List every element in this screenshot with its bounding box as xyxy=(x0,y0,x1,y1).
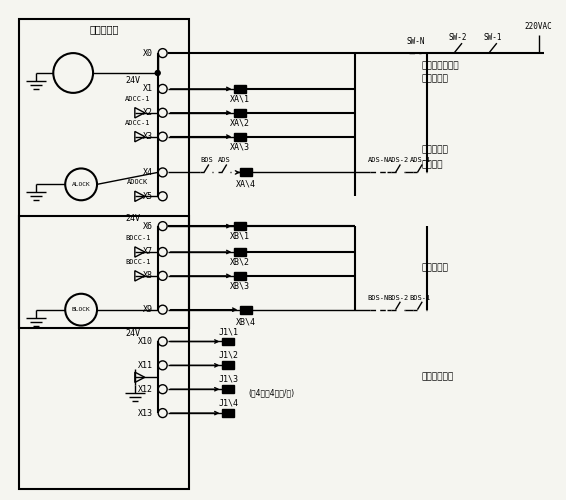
Text: 轿门主门刀: 轿门主门刀 xyxy=(421,145,448,154)
Text: J1\4: J1\4 xyxy=(218,398,238,407)
Text: J1\3: J1\3 xyxy=(218,375,238,384)
Text: X8: X8 xyxy=(143,272,153,280)
Text: X4: X4 xyxy=(143,168,153,177)
Text: SW-N: SW-N xyxy=(406,36,424,46)
Text: X0: X0 xyxy=(143,48,153,58)
Text: BLOCK: BLOCK xyxy=(72,307,91,312)
Text: 安装金变换: 安装金变换 xyxy=(421,74,448,84)
Text: XB\4: XB\4 xyxy=(236,317,256,326)
Text: XA\1: XA\1 xyxy=(230,94,250,104)
Text: XB\2: XB\2 xyxy=(230,258,250,266)
Circle shape xyxy=(155,70,160,76)
Bar xyxy=(19,216,188,328)
Text: XA\2: XA\2 xyxy=(230,118,250,127)
Bar xyxy=(234,85,246,93)
Text: (共4组，4开关/组): (共4组，4开关/组) xyxy=(248,388,294,398)
Text: SW-1: SW-1 xyxy=(483,32,502,42)
Bar xyxy=(234,248,246,256)
Text: ADCC-1: ADCC-1 xyxy=(125,120,151,126)
Text: ADS-1: ADS-1 xyxy=(410,158,431,164)
Text: BDCC-1: BDCC-1 xyxy=(125,259,151,265)
Text: BDCC-1: BDCC-1 xyxy=(125,235,151,241)
Text: BDS-N: BDS-N xyxy=(368,294,389,300)
Text: BDS-2: BDS-2 xyxy=(388,294,409,300)
Text: 串联主控器: 串联主控器 xyxy=(89,24,119,34)
Bar xyxy=(222,338,234,345)
Text: 单个门代报警: 单个门代报警 xyxy=(421,373,453,382)
Text: X3: X3 xyxy=(143,132,153,141)
Text: XB\1: XB\1 xyxy=(230,232,250,240)
Bar xyxy=(234,132,246,140)
Bar xyxy=(222,362,234,370)
Text: XA\3: XA\3 xyxy=(230,142,250,151)
Text: X10: X10 xyxy=(138,337,153,346)
Text: 厅门锁回路: 厅门锁回路 xyxy=(421,264,448,272)
Text: 共用相及断路器: 共用相及断路器 xyxy=(421,62,459,70)
Text: X9: X9 xyxy=(143,305,153,314)
Text: SW-2: SW-2 xyxy=(449,32,468,42)
Bar xyxy=(234,222,246,230)
Text: BDS: BDS xyxy=(200,158,213,164)
Bar xyxy=(240,306,252,314)
Text: ADS: ADS xyxy=(218,158,231,164)
Text: J1\1: J1\1 xyxy=(218,327,238,336)
Bar xyxy=(240,168,252,176)
Bar xyxy=(19,20,188,488)
Text: X11: X11 xyxy=(138,361,153,370)
Text: J1\2: J1\2 xyxy=(218,351,238,360)
Bar xyxy=(234,272,246,280)
Text: X5: X5 xyxy=(143,192,153,201)
Text: 轿门锁及: 轿门锁及 xyxy=(421,160,443,169)
Text: ADS-2: ADS-2 xyxy=(388,158,409,164)
Text: ALOCK: ALOCK xyxy=(72,182,91,187)
Text: XB\3: XB\3 xyxy=(230,282,250,290)
Text: X7: X7 xyxy=(143,248,153,256)
Text: X12: X12 xyxy=(138,384,153,394)
Text: X13: X13 xyxy=(138,408,153,418)
Text: ADS-N: ADS-N xyxy=(368,158,389,164)
Bar xyxy=(234,109,246,116)
Bar xyxy=(222,385,234,393)
Text: 24V: 24V xyxy=(125,214,140,222)
Text: 24V: 24V xyxy=(125,76,140,86)
Text: ADOCK: ADOCK xyxy=(127,180,148,186)
Text: 24V: 24V xyxy=(125,329,140,338)
Text: ADCC-1: ADCC-1 xyxy=(125,96,151,102)
Text: XA\4: XA\4 xyxy=(236,180,256,189)
Text: 220VAC: 220VAC xyxy=(525,22,552,31)
Text: X1: X1 xyxy=(143,84,153,94)
Text: BDS-1: BDS-1 xyxy=(410,294,431,300)
Text: X2: X2 xyxy=(143,108,153,118)
Text: X6: X6 xyxy=(143,222,153,230)
Bar xyxy=(222,409,234,417)
